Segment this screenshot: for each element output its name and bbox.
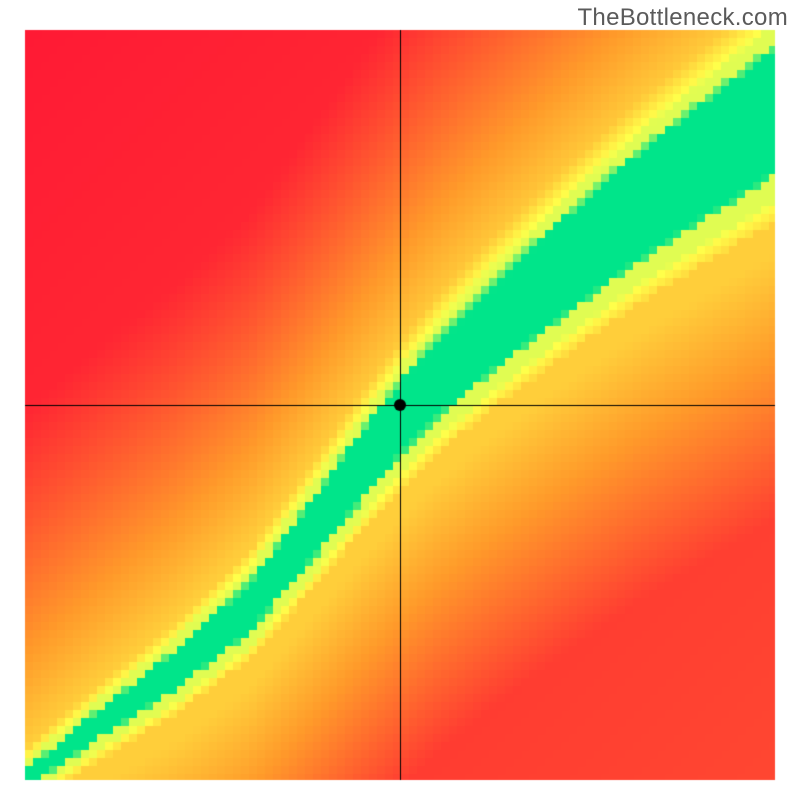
chart-container: TheBottleneck.com bbox=[0, 0, 800, 800]
heatmap-canvas bbox=[0, 0, 800, 800]
watermark-label: TheBottleneck.com bbox=[577, 4, 788, 32]
